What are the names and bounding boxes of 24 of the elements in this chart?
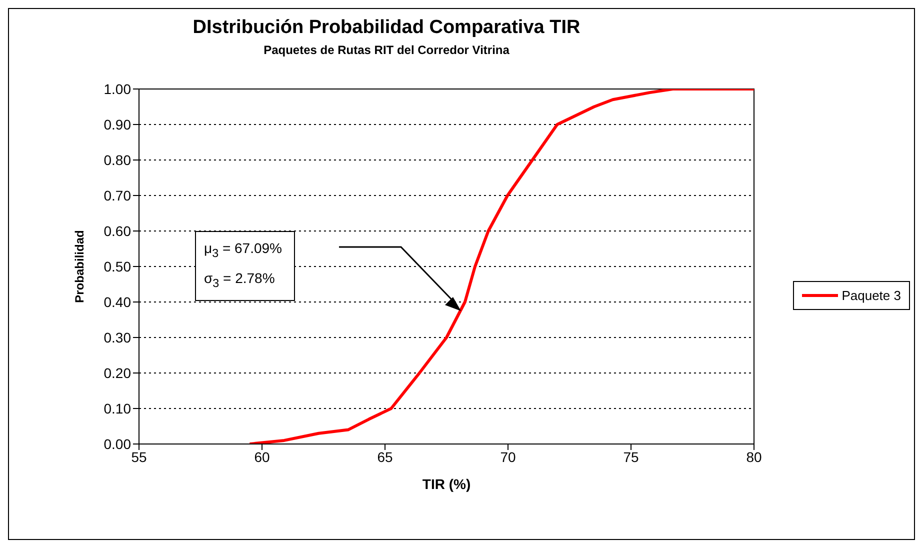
y-tick-label: 0.80	[104, 152, 132, 168]
y-tick-label: 0.60	[104, 222, 132, 239]
x-tick-label: 55	[131, 448, 147, 465]
y-tick-label: 1.00	[104, 80, 132, 97]
y-tick-label: 0.30	[104, 329, 132, 346]
x-axis-title: TIR (%)	[422, 476, 471, 492]
x-tick-label: 80	[746, 448, 762, 465]
y-tick-label: 0.20	[104, 364, 132, 381]
y-tick-label: 0.50	[104, 258, 132, 274]
y-tick-label: 0.70	[104, 187, 132, 204]
x-tick-label: 60	[254, 448, 270, 465]
x-tick-label: 70	[500, 448, 516, 465]
x-tick-label: 65	[377, 448, 393, 465]
y-tick-label: 0.40	[104, 294, 132, 310]
legend-label: Paquete 3	[840, 288, 901, 303]
annotation: μ$_{3}$ = 67.09%	[204, 240, 282, 260]
y-tick-label: 0.00	[104, 436, 132, 452]
annotation: σ$_{3}$ = 2.78%	[204, 270, 275, 290]
chart-subtitle: Paquetes de Rutas RIT del Corredor Vitrina	[262, 43, 510, 57]
chart-title: DIstribución Probabilidad Comparativa TIR	[192, 17, 582, 39]
y-tick-label: 0.90	[104, 116, 132, 132]
y-tick-label: 0.10	[104, 400, 132, 416]
x-tick-label: 75	[623, 448, 639, 465]
y-axis-title: Probabilidad	[72, 230, 86, 303]
